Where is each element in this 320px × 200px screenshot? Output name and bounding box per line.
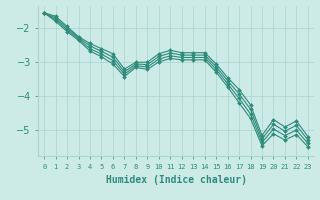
X-axis label: Humidex (Indice chaleur): Humidex (Indice chaleur)	[106, 175, 246, 185]
